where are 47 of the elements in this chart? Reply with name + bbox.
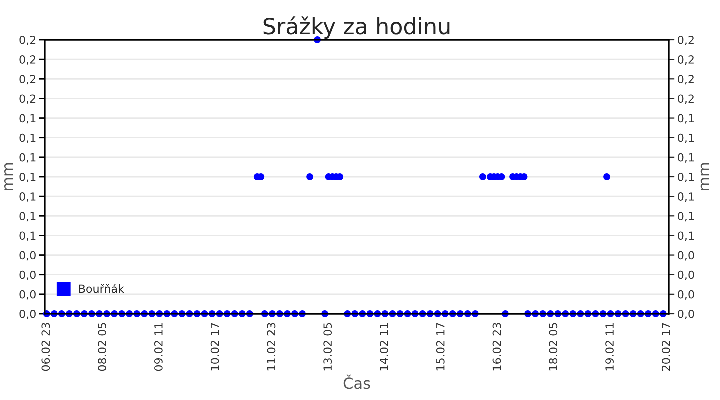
y2-tick-label: 0,1	[678, 212, 694, 222]
x-tick-label: 11.02 23	[267, 323, 276, 371]
x-tick-label: 18.02 05	[549, 323, 558, 371]
y-tick-label: 0,0	[20, 310, 36, 320]
y2-tick-label: 0,1	[678, 114, 694, 124]
y2-tick-label: 0,1	[678, 134, 694, 144]
x-tick-label: 15.02 17	[436, 323, 445, 371]
x-tick-label: 14.02 11	[380, 323, 388, 371]
y-tick-label: 0,1	[20, 114, 36, 124]
y-tick-label: 0,2	[20, 56, 36, 66]
y2-axis-title: mm	[700, 163, 710, 190]
y-tick-label: 0,0	[20, 270, 36, 280]
x-tick-label: 20.02 17	[662, 323, 670, 371]
y2-tick-label: 0,0	[678, 310, 694, 320]
y-tick-label: 0,1	[20, 212, 36, 222]
y2-tick-label: 0,2	[678, 56, 694, 66]
x-axis-title: Čas	[344, 374, 370, 390]
legend-label: Bouřňák	[79, 284, 124, 294]
y2-tick-label: 0,1	[678, 153, 694, 163]
x-tick-label: 10.02 17	[210, 323, 220, 371]
x-tick-label: 06.02 23	[42, 323, 50, 372]
y-tick-label: 0,1	[20, 153, 36, 163]
y-tick-label: 0,1	[20, 232, 36, 242]
chart-title: Srážky za hodinu	[264, 16, 450, 40]
y2-tick-label: 0,0	[678, 251, 694, 261]
y-tick-label: 0,2	[20, 94, 36, 104]
x-tick-label: 13.02 05	[324, 323, 332, 371]
x-tick-label: 09.02 11	[154, 323, 163, 372]
y2-tick-label: 0,2	[678, 94, 694, 104]
y2-tick-label: 0,2	[678, 36, 694, 46]
y-tick-label: 0,1	[20, 134, 36, 144]
y-tick-label: 0,2	[20, 36, 36, 46]
x-tick-label: 08.02 05	[98, 323, 106, 372]
y-tick-label: 0,1	[20, 192, 36, 202]
y2-tick-label: 0,1	[678, 232, 694, 242]
y2-tick-label: 0,0	[678, 290, 694, 300]
y-axis-title: mm	[4, 163, 14, 190]
y-tick-label: 0,0	[20, 251, 36, 261]
x-tick-label: 19.02 11	[606, 323, 614, 371]
x-tick-label: 16.02 23	[492, 323, 502, 371]
y-tick-label: 0,1	[20, 172, 36, 183]
y2-tick-label: 0,2	[678, 75, 694, 85]
y-tick-label: 0,2	[20, 75, 36, 85]
y-tick-label: 0,0	[20, 290, 36, 300]
y2-tick-label: 0,0	[678, 270, 694, 280]
y2-tick-label: 0,1	[678, 192, 694, 202]
y2-tick-label: 0,1	[678, 172, 694, 183]
